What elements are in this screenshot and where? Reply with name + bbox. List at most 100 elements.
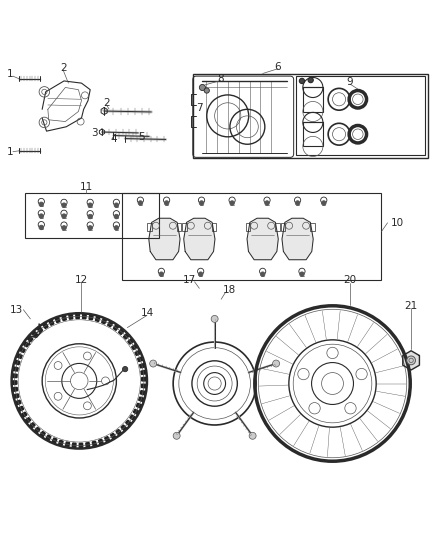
Circle shape — [249, 432, 256, 439]
Circle shape — [272, 360, 279, 367]
Polygon shape — [32, 331, 38, 337]
Polygon shape — [16, 400, 21, 405]
Circle shape — [198, 272, 203, 277]
Polygon shape — [13, 374, 17, 377]
Circle shape — [88, 203, 92, 207]
Polygon shape — [119, 329, 124, 335]
Bar — [276, 223, 280, 231]
Circle shape — [62, 203, 66, 207]
Polygon shape — [141, 377, 146, 381]
Circle shape — [321, 201, 326, 205]
Circle shape — [88, 214, 92, 219]
Polygon shape — [89, 315, 93, 320]
Polygon shape — [37, 327, 42, 333]
Circle shape — [407, 356, 416, 365]
Circle shape — [54, 392, 62, 400]
Circle shape — [260, 272, 265, 277]
Polygon shape — [403, 351, 420, 370]
Polygon shape — [14, 394, 19, 398]
Circle shape — [356, 368, 367, 379]
Text: 6: 6 — [275, 61, 281, 71]
Circle shape — [54, 361, 62, 369]
Polygon shape — [52, 438, 57, 443]
Text: 20: 20 — [343, 276, 357, 286]
Bar — [182, 223, 187, 231]
Polygon shape — [27, 336, 33, 342]
Bar — [25, 193, 159, 238]
Polygon shape — [140, 364, 145, 368]
Circle shape — [102, 377, 110, 385]
Text: 1: 1 — [7, 147, 14, 157]
Bar — [122, 193, 381, 280]
Polygon shape — [76, 314, 79, 319]
Polygon shape — [65, 442, 70, 447]
Polygon shape — [40, 431, 45, 437]
Polygon shape — [30, 423, 35, 428]
Polygon shape — [86, 442, 90, 447]
Bar — [281, 223, 285, 231]
Polygon shape — [138, 357, 143, 361]
Text: 12: 12 — [75, 275, 88, 285]
Text: 7: 7 — [196, 103, 203, 114]
Polygon shape — [72, 443, 76, 448]
Text: 11: 11 — [80, 182, 93, 192]
Circle shape — [204, 88, 209, 93]
Polygon shape — [149, 218, 180, 260]
Text: 1: 1 — [7, 69, 14, 79]
Bar — [212, 223, 216, 231]
Polygon shape — [23, 342, 29, 347]
Bar — [296, 76, 425, 155]
Circle shape — [300, 272, 304, 277]
Circle shape — [114, 214, 119, 219]
Polygon shape — [62, 316, 66, 320]
Circle shape — [88, 225, 92, 230]
Circle shape — [327, 348, 338, 359]
Polygon shape — [15, 360, 20, 365]
Circle shape — [123, 367, 128, 372]
Polygon shape — [13, 367, 18, 371]
Circle shape — [308, 77, 313, 83]
Polygon shape — [35, 427, 40, 433]
Text: 13: 13 — [10, 305, 23, 314]
Polygon shape — [121, 425, 127, 431]
Polygon shape — [128, 339, 133, 344]
Polygon shape — [25, 417, 31, 423]
Circle shape — [199, 84, 205, 91]
Polygon shape — [132, 344, 137, 350]
Circle shape — [39, 202, 43, 207]
Circle shape — [62, 214, 66, 219]
Polygon shape — [130, 415, 135, 420]
Polygon shape — [126, 420, 131, 425]
Text: 9: 9 — [346, 77, 353, 87]
Polygon shape — [55, 317, 60, 322]
Circle shape — [299, 78, 304, 84]
Text: 17: 17 — [183, 274, 196, 285]
Circle shape — [298, 368, 309, 379]
Text: 3: 3 — [91, 128, 98, 138]
Text: 4: 4 — [110, 134, 117, 143]
Text: 8: 8 — [217, 74, 224, 84]
Polygon shape — [113, 325, 119, 330]
Circle shape — [164, 201, 169, 205]
Bar — [177, 223, 181, 231]
Polygon shape — [102, 319, 106, 324]
Polygon shape — [20, 348, 25, 352]
Polygon shape — [17, 354, 22, 359]
Circle shape — [114, 203, 119, 207]
Bar — [246, 223, 250, 231]
Polygon shape — [92, 441, 96, 446]
Polygon shape — [105, 437, 110, 442]
Circle shape — [295, 201, 300, 205]
Circle shape — [84, 402, 91, 410]
Text: 10: 10 — [391, 218, 404, 228]
Polygon shape — [59, 440, 63, 446]
Circle shape — [265, 201, 269, 205]
Text: 2: 2 — [60, 63, 67, 73]
Polygon shape — [21, 412, 27, 417]
Polygon shape — [135, 351, 140, 356]
Polygon shape — [108, 321, 113, 327]
Circle shape — [138, 201, 143, 205]
Polygon shape — [79, 443, 83, 448]
Bar — [148, 223, 152, 231]
Polygon shape — [12, 381, 17, 384]
